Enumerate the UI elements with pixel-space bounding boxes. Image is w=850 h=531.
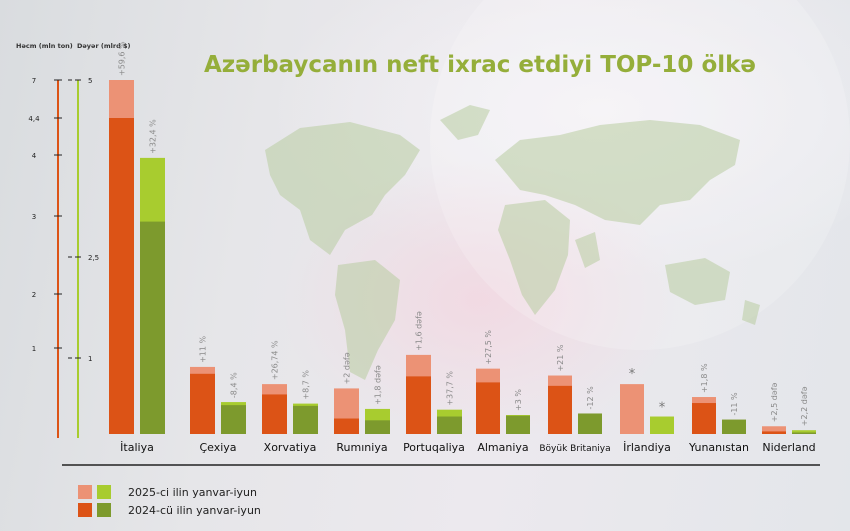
bar-volume-2024 <box>334 418 359 434</box>
volume-change-label: +2,5 dəfə <box>770 382 779 422</box>
volume-axis-header: Həcm (mln ton) <box>16 42 73 50</box>
value-change-label: +3 % <box>514 389 523 411</box>
bar-value-2024 <box>365 420 390 434</box>
bar-value-2025 <box>792 430 816 434</box>
category-label: Niderland <box>762 441 815 454</box>
legend-label: 2025-ci ilin yanvar-iyun <box>128 485 257 499</box>
value-change-label: -8,4 % <box>230 372 239 398</box>
volume-change-label: +21 % <box>556 344 565 371</box>
legend-item-2025: 2025-ci ilin yanvar-iyun <box>78 484 257 500</box>
category-label: İrlandiya <box>623 441 671 454</box>
volume-change-label: +1,6 dəfə <box>415 311 424 351</box>
value-change-label: * <box>659 401 666 416</box>
bar-value-2025 <box>650 416 674 434</box>
bar-volume-2024 <box>262 394 287 434</box>
category-label: Yunanıstan <box>688 441 749 454</box>
volume-change-label: +1,8 % <box>700 363 709 393</box>
value-change-label: +2,2 dəfə <box>800 386 809 426</box>
value-tick-label: 2,5 <box>88 254 99 262</box>
value-change-label: -11 % <box>730 392 739 416</box>
bar-volume-2025 <box>762 426 786 434</box>
volume-tick-label: 4,4 <box>28 115 40 123</box>
value-axis-header: Dəyər (mlrd $) <box>77 42 131 50</box>
legend-swatch-volume-2025 <box>78 485 92 499</box>
bar-value-2024 <box>792 432 816 434</box>
category-label: Portuqaliya <box>403 441 465 454</box>
volume-tick-label: 2 <box>32 291 36 299</box>
legend-label: 2024-cü ilin yanvar-iyun <box>128 503 261 517</box>
bar-value-2024 <box>722 419 746 434</box>
bar-value-2024 <box>140 221 165 434</box>
volume-change-label: +27,5 % <box>484 330 493 365</box>
category-label: Rumıniya <box>336 441 387 454</box>
bar-volume-2024 <box>692 403 716 434</box>
value-change-label: +37,7 % <box>446 371 455 406</box>
legend-swatch-value-2024 <box>97 503 111 517</box>
category-label: Xorvatiya <box>264 441 317 454</box>
legend-swatch-value-2025 <box>97 485 111 499</box>
bar-volume-2024 <box>190 373 215 434</box>
bar-value-2024 <box>221 405 246 434</box>
volume-change-label: +59,6 % <box>118 41 127 76</box>
volume-change-label: +2 dəfə <box>343 352 352 384</box>
value-tick-label: 5 <box>88 77 92 85</box>
bar-volume-2024 <box>109 118 134 434</box>
volume-change-label: +26,74 % <box>271 340 280 380</box>
legend-item-2024: 2024-cü ilin yanvar-iyun <box>78 502 261 518</box>
value-change-label: +32,4 % <box>149 119 158 154</box>
volume-change-label: * <box>629 367 636 382</box>
value-change-label: +8,7 % <box>302 370 311 400</box>
volume-tick-label: 7 <box>32 77 36 85</box>
category-label: Çexiya <box>199 441 236 454</box>
category-label: Böyük Britaniya <box>539 444 610 454</box>
chart-title: Azərbaycanın neft ixrac etdiyi TOP-10 öl… <box>203 52 757 78</box>
bar-volume-2024 <box>476 382 500 434</box>
bar-volume-2024 <box>762 431 786 434</box>
volume-change-label: +11 % <box>199 335 208 362</box>
bar-value-2024 <box>506 415 530 434</box>
volume-tick-label: 4 <box>32 152 37 160</box>
legend-swatch-volume-2024 <box>78 503 92 517</box>
category-label: İtaliya <box>120 441 154 454</box>
bar-volume-2025 <box>620 384 644 434</box>
volume-tick-label: 3 <box>32 213 36 221</box>
bar-value-2024 <box>578 413 602 434</box>
value-tick-label: 1 <box>88 355 92 363</box>
bar-volume-2024 <box>548 385 572 434</box>
volume-tick-label: 1 <box>32 345 36 353</box>
value-change-label: +1,8 dəfə <box>374 365 383 405</box>
bar-value-2024 <box>293 405 318 434</box>
bar-value-2024 <box>437 416 462 434</box>
category-label: Almaniya <box>477 441 528 454</box>
value-change-label: -12 % <box>586 386 595 410</box>
bar-volume-2024 <box>406 376 431 434</box>
